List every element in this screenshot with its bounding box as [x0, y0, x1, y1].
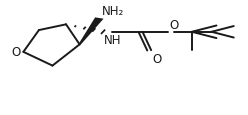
- Text: O: O: [11, 46, 20, 59]
- Text: O: O: [152, 52, 162, 65]
- Text: O: O: [170, 19, 179, 32]
- Text: NH₂: NH₂: [102, 5, 124, 18]
- Text: NH: NH: [104, 34, 122, 47]
- Polygon shape: [78, 18, 103, 45]
